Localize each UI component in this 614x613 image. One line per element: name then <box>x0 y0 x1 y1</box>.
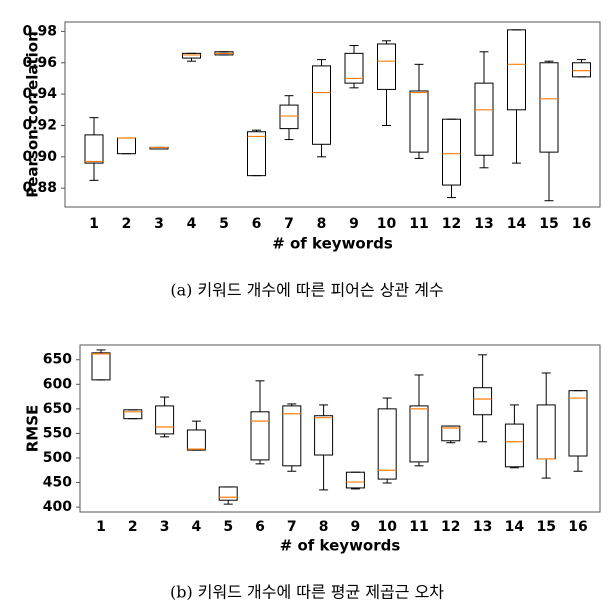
x-tick-label: 6 <box>255 519 265 535</box>
x-tick-label: 2 <box>128 519 138 535</box>
x-axis-label: # of keywords <box>272 235 393 253</box>
y-axis-label: Pearson correlation <box>24 31 42 198</box>
caption: (a) 키워드 개수에 따른 피어슨 상관 계수 <box>170 281 443 300</box>
box <box>539 62 559 153</box>
x-tick-label: 10 <box>377 519 397 535</box>
x-tick-label: 12 <box>441 519 460 535</box>
box <box>474 82 494 156</box>
x-tick-label: 10 <box>377 216 397 232</box>
box <box>442 118 461 186</box>
x-tick-label: 11 <box>409 519 428 535</box>
box <box>377 43 396 90</box>
box <box>377 408 397 480</box>
box <box>507 29 526 111</box>
x-tick-label: 16 <box>572 216 591 232</box>
box <box>504 423 524 468</box>
box <box>312 65 331 145</box>
box <box>155 405 175 435</box>
x-tick-label: 8 <box>319 519 329 535</box>
x-tick-label: 2 <box>122 216 132 232</box>
x-tick-label: 4 <box>192 519 202 535</box>
y-tick-label: 0.94 <box>22 86 57 102</box>
box <box>84 134 104 164</box>
y-tick-label: 0.98 <box>22 23 57 39</box>
x-tick-label: 15 <box>536 519 555 535</box>
x-axis-label: # of keywords <box>280 537 401 555</box>
x-tick-label: 7 <box>287 519 297 535</box>
y-tick-label: 450 <box>43 475 72 491</box>
x-tick-label: 1 <box>96 519 106 535</box>
y-tick-label: 500 <box>43 450 72 466</box>
x-tick-label: 16 <box>568 519 587 535</box>
box <box>117 137 136 155</box>
plot-frame <box>79 344 601 513</box>
x-tick-label: 12 <box>442 216 461 232</box>
caption: (b) 키워드 개수에 따른 평균 제곱근 오차 <box>170 583 444 602</box>
y-tick-label: 400 <box>43 499 72 515</box>
box <box>536 404 556 460</box>
box <box>279 104 299 130</box>
x-tick-label: 8 <box>317 216 327 232</box>
x-tick-label: 14 <box>507 216 527 232</box>
x-tick-label: 3 <box>154 216 164 232</box>
x-tick-label: 11 <box>409 216 428 232</box>
x-tick-label: 5 <box>219 216 229 232</box>
box <box>345 471 365 489</box>
box <box>344 52 364 84</box>
y-axis-label: RMSE <box>24 405 42 453</box>
box <box>123 409 143 420</box>
box <box>314 415 334 456</box>
box <box>282 405 302 467</box>
x-tick-label: 9 <box>349 216 359 232</box>
box <box>186 429 206 451</box>
box <box>568 390 588 457</box>
y-tick-label: 600 <box>43 376 72 392</box>
y-tick-label: 650 <box>43 401 72 417</box>
y-tick-label: 0.90 <box>22 149 57 165</box>
box <box>91 352 111 381</box>
x-tick-label: 3 <box>160 519 170 535</box>
box <box>247 131 266 177</box>
box <box>572 62 591 78</box>
y-tick-label: 0.92 <box>22 117 57 133</box>
box <box>409 405 429 463</box>
x-tick-label: 5 <box>223 519 233 535</box>
x-tick-label: 9 <box>351 519 361 535</box>
box <box>473 387 493 416</box>
x-tick-label: 14 <box>505 519 525 535</box>
y-tick-label: 550 <box>43 425 72 441</box>
box <box>218 486 238 501</box>
y-tick-label: 650 <box>43 352 72 368</box>
box <box>441 425 461 442</box>
x-tick-label: 6 <box>252 216 262 232</box>
y-tick-label: 0.88 <box>22 180 57 196</box>
box <box>182 52 201 59</box>
x-tick-label: 13 <box>473 519 492 535</box>
x-tick-label: 4 <box>187 216 197 232</box>
x-tick-label: 15 <box>539 216 558 232</box>
y-tick-label: 0.96 <box>22 55 57 71</box>
box <box>250 411 270 461</box>
x-tick-label: 1 <box>89 216 99 232</box>
x-tick-label: 7 <box>284 216 294 232</box>
plot-frame <box>64 21 601 208</box>
box <box>409 90 429 153</box>
x-tick-label: 13 <box>474 216 493 232</box>
